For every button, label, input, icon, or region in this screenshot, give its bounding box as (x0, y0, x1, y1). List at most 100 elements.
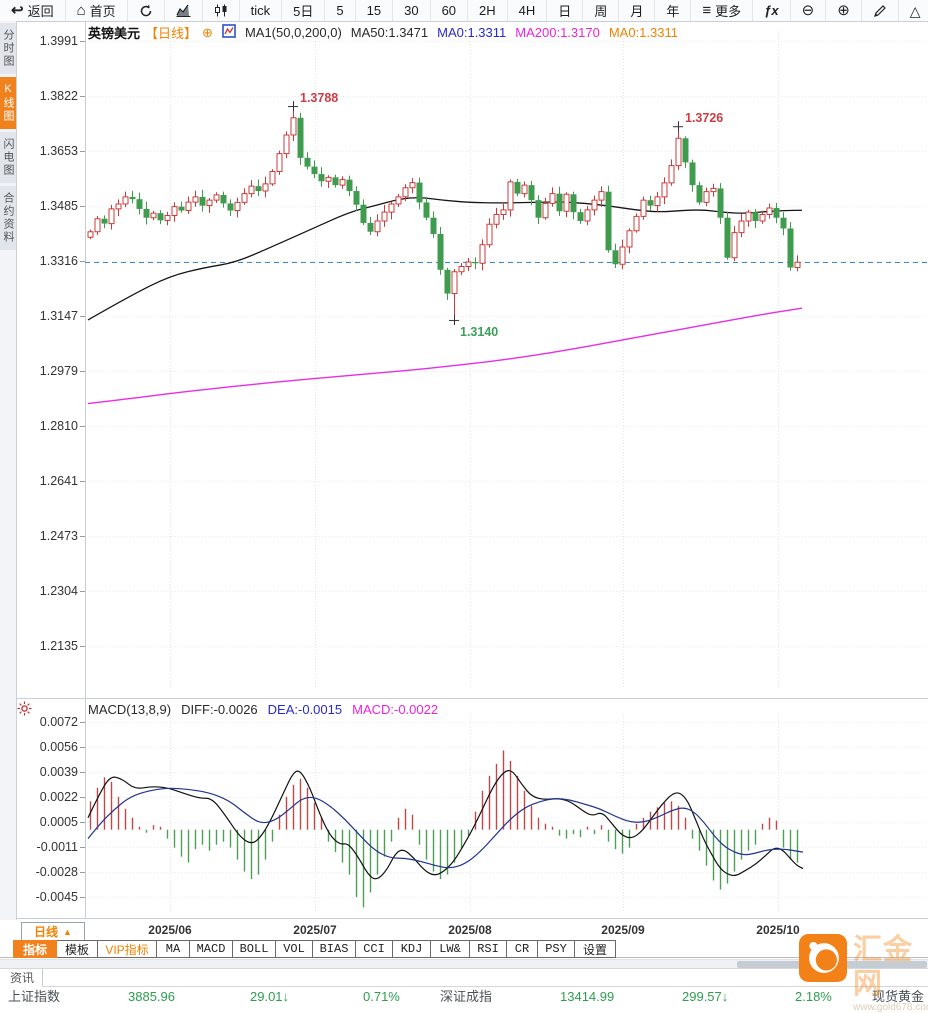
toolbar-label: 日 (558, 4, 572, 19)
indicator-tab-RSI[interactable]: RSI (470, 940, 507, 958)
indicator-tab-BIAS[interactable]: BIAS (313, 940, 356, 958)
toolbar-month-button[interactable]: 月 (619, 0, 656, 21)
ticker-pct: 2.18% (795, 989, 832, 1004)
rail-tab-kline-chart[interactable]: K线图 (0, 77, 16, 129)
toolbar-more-button[interactable]: ≡ 更多 (691, 0, 754, 21)
indicator-tab-MA[interactable]: MA (157, 940, 190, 958)
ticker-item[interactable]: 上证指数 3885.96 29.01↓ 0.71% (8, 986, 440, 1004)
indicator-tabs: 指标 模板 VIP指标 MA MACD BOLL VOL BIAS CCI KDJ LW& RSI CR… (0, 940, 928, 958)
toolbar-home-button[interactable]: ⌂ 首页 (66, 0, 128, 21)
toolbar-h2-button[interactable]: 2H (468, 0, 508, 21)
chart-header: 英镑美元 【日线】 ⊕ MA1(50,0,200,0) MA50:1.3471 … (88, 23, 678, 42)
toolbar-label: 周 (594, 4, 608, 19)
x-axis-label: 2025/07 (293, 923, 337, 937)
symbol-name: 英镑美元 (88, 26, 141, 41)
toolbar-label: 30 (404, 3, 419, 18)
toolbar-label: 5日 (293, 4, 314, 19)
toolbar-5d-button[interactable]: 5日 (282, 0, 326, 21)
ma0-value-orange: MA0:1.3311 (608, 25, 678, 40)
toolbar-line-chart-mode-button[interactable] (165, 0, 203, 21)
indicator-tab-PSY[interactable]: PSY (538, 940, 575, 958)
rail-tab-contract-info[interactable]: 合约资料 (0, 186, 16, 250)
toolbar-label: 2H (479, 3, 496, 18)
toolbar-label: 60 (441, 3, 457, 18)
indicator-tab-设置[interactable]: 设置 (575, 940, 616, 958)
toolbar-zoom-out-button[interactable]: ⊖ (791, 0, 827, 21)
indicator-tab-BOLL[interactable]: BOLL (233, 940, 276, 958)
toolbar-label: 5 (336, 3, 344, 18)
kline-chart-canvas[interactable] (16, 21, 928, 920)
add-compare-icon[interactable]: ⊕ (202, 24, 213, 40)
indicator-tab-VIP指标[interactable]: VIP指标 (98, 940, 157, 958)
rail-tab-time-chart[interactable]: 分时图 (0, 23, 16, 74)
toolbar-draw-button[interactable] (862, 0, 899, 21)
indicator-settings-icon[interactable] (17, 701, 32, 721)
macd-value: MACD:-0.0022 (352, 702, 439, 717)
toolbar-label: 年 (666, 4, 680, 19)
toolbar-label: 返回 (27, 4, 54, 19)
indicator-tab-CCI[interactable]: CCI (356, 940, 393, 958)
divider (42, 986, 928, 987)
toolbar-label: 15 (366, 3, 382, 18)
toolbar: ↩ 返回 ⌂ 首页 tick 5日 5 15 30 60 2H 4H 日周月年 ≡ 更多 ƒx ⊖ ⊕ △ (0, 0, 928, 22)
toolbar-m5-button[interactable]: 5 (325, 0, 356, 21)
dea-value: DEA:-0.0015 (267, 702, 343, 717)
ticker-name: 深证成指 (440, 989, 493, 1004)
back-arrow-icon: ↩ (11, 2, 24, 19)
indicator-tab-KDJ[interactable]: KDJ (393, 940, 431, 958)
toolbar-m30-button[interactable]: 30 (393, 0, 431, 21)
menu-icon: ≡ (702, 2, 712, 19)
diff-value: DIFF:-0.0026 (181, 702, 258, 717)
ticker-val: 13414.99 (560, 989, 615, 1004)
toolbar-shapes-button[interactable]: △ (899, 0, 928, 21)
toolbar-h4-button[interactable]: 4H (508, 0, 548, 21)
ticker-name: 现货黄金 (872, 989, 925, 1004)
toolbar-m60-button[interactable]: 60 (431, 0, 469, 21)
toolbar-back-button[interactable]: ↩ 返回 (0, 0, 66, 21)
toolbar-candle-mode-button[interactable] (203, 0, 240, 21)
toolbar-label: 月 (630, 4, 644, 19)
toolbar-zoom-in-button[interactable]: ⊕ (826, 0, 862, 21)
news-row: 资讯 (0, 968, 928, 987)
indicator-tab-LW&[interactable]: LW& (431, 940, 470, 958)
period-selector[interactable]: 日线 ▲ (21, 922, 85, 941)
ticker-chg: 299.57↓ (682, 989, 729, 1004)
ma0-value-blue: MA0:1.3311 (437, 25, 507, 40)
ticker-item[interactable]: 深证成指 13414.99 299.57↓ 2.18% (440, 986, 872, 1004)
tab-news[interactable]: 资讯 (2, 969, 43, 986)
toolbar-tick-button[interactable]: tick (240, 0, 283, 21)
refresh-icon (139, 4, 153, 18)
ticker-chg: 29.01↓ (250, 989, 290, 1004)
chevron-up-icon: ▲ (63, 926, 72, 937)
indicator-tab-CR[interactable]: CR (507, 940, 538, 958)
indicator-tab-指标[interactable]: 指标 (13, 940, 57, 958)
indicator-tab-MACD[interactable]: MACD (190, 940, 233, 958)
ticker-item[interactable]: 现货黄金 (872, 986, 928, 1004)
x-axis-row: 日线 ▲ 2025/06 2025/07 2025/08 2025/09 2025/10 (0, 921, 928, 941)
ticker-val: 3885.96 (128, 989, 175, 1004)
toolbar-fx-button[interactable]: ƒx (753, 0, 791, 21)
rail-tab-lightning-chart[interactable]: 闪电图 (0, 132, 16, 183)
ma200-value: MA200:1.3170 (515, 25, 600, 40)
toolbar-label: 更多 (715, 4, 742, 19)
indicator-tab-模板[interactable]: 模板 (57, 940, 98, 958)
ma50-value: MA50:1.3471 (350, 25, 429, 40)
toolbar-m15-button[interactable]: 15 (356, 0, 394, 21)
scrollbar-thumb[interactable] (737, 961, 927, 968)
pencil-icon (873, 4, 887, 18)
x-axis-label: 2025/09 (601, 923, 645, 937)
toolbar-label: 4H (518, 3, 536, 18)
toolbar-label: 首页 (89, 4, 116, 19)
ticker-pct: 0.71% (363, 989, 400, 1004)
toolbar-day-button[interactable]: 日 (547, 0, 584, 21)
x-axis-label: 2025/08 (448, 923, 492, 937)
candlestick-icon (214, 4, 228, 17)
toolbar-week-button[interactable]: 周 (583, 0, 620, 21)
indicator-tab-VOL[interactable]: VOL (276, 940, 313, 958)
toolbar-refresh-button[interactable] (128, 0, 165, 21)
ticker-name: 上证指数 (8, 989, 61, 1004)
triangle-icon: △ (909, 2, 921, 19)
ma-settings: MA1(50,0,200,0) (244, 25, 342, 40)
toolbar-year-button[interactable]: 年 (655, 0, 692, 21)
index-ticker: 上证指数 3885.96 29.01↓ 0.71% 深证成指 13414.99 299.57… (8, 986, 928, 1004)
